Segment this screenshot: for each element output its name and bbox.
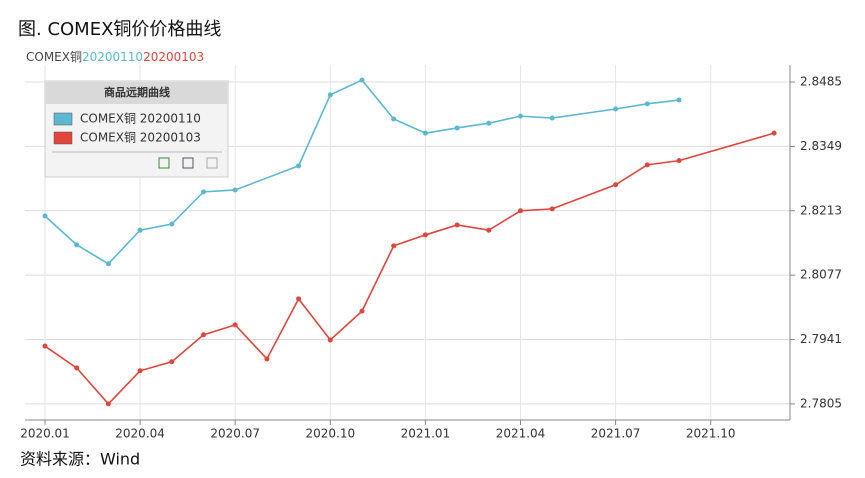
data-point xyxy=(613,182,619,188)
data-point xyxy=(42,213,48,219)
y-tick-label: 2.8213 xyxy=(800,203,842,217)
data-point xyxy=(518,208,523,214)
data-point xyxy=(42,343,48,349)
x-tick-label: 2021.01 xyxy=(401,427,451,441)
data-point xyxy=(296,296,302,302)
chart-subtitle: COMEX铜2020011020200103 xyxy=(26,49,204,64)
data-point xyxy=(296,163,302,169)
y-tick-label: 2.7941 xyxy=(800,332,842,346)
legend-swatch xyxy=(53,112,73,126)
legend-header xyxy=(46,82,227,104)
data-point xyxy=(359,77,365,83)
data-point xyxy=(169,221,175,227)
data-point xyxy=(644,101,650,107)
subtitle-part: 20200110 xyxy=(82,50,143,64)
data-point xyxy=(391,116,397,122)
x-tick-label: 2020.01 xyxy=(20,427,70,441)
data-point xyxy=(359,308,365,314)
data-point xyxy=(676,158,682,164)
data-point xyxy=(549,206,555,212)
data-point xyxy=(771,130,777,136)
x-tick-label: 2020.04 xyxy=(115,427,165,441)
data-point xyxy=(201,189,206,195)
legend-label: COMEX铜 20200103 xyxy=(80,130,201,145)
subtitle-part: COMEX铜 xyxy=(26,49,82,64)
data-point xyxy=(486,227,492,233)
data-point xyxy=(422,130,428,136)
legend-label: COMEX铜 20200110 xyxy=(80,111,201,126)
data-point xyxy=(327,92,333,98)
legend-title: 商品远期曲线 xyxy=(104,85,170,99)
export-icon[interactable] xyxy=(158,157,170,169)
data-point xyxy=(613,106,619,112)
legend: 商品远期曲线 COMEX铜 20200110 COMEX铜 20200103 xyxy=(44,80,229,178)
y-tick-label: 2.8349 xyxy=(800,139,842,153)
source-note: 资料来源：Wind xyxy=(20,450,140,469)
plot-area: 2.7805 2.7941 2.8077 2.8213 2.8349 2.8485 2020… xyxy=(20,65,842,441)
x-tick-label: 2021.04 xyxy=(496,427,546,441)
legend-swatch xyxy=(53,131,73,145)
data-point xyxy=(327,337,333,343)
copy-icon[interactable] xyxy=(182,157,194,169)
data-point xyxy=(518,113,523,119)
data-point xyxy=(201,332,206,338)
data-point xyxy=(422,232,428,238)
x-tick-label: 2020.10 xyxy=(305,427,355,441)
data-point xyxy=(644,162,650,168)
x-tick-label: 2021.07 xyxy=(591,427,641,441)
data-point xyxy=(486,120,492,126)
settings-icon[interactable] xyxy=(206,157,218,169)
data-point xyxy=(105,401,111,407)
data-point xyxy=(74,242,80,248)
subtitle-part: 20200103 xyxy=(143,50,204,64)
data-point xyxy=(264,356,270,362)
data-point xyxy=(137,368,143,374)
data-point xyxy=(549,115,555,121)
y-tick-label: 2.7805 xyxy=(800,396,842,410)
x-tick-label: 2021.10 xyxy=(686,427,736,441)
data-point xyxy=(454,222,460,228)
data-point xyxy=(232,187,238,193)
data-point xyxy=(169,359,175,365)
data-point xyxy=(391,243,397,249)
data-point xyxy=(232,322,238,328)
data-point xyxy=(676,97,682,103)
data-point xyxy=(105,261,111,267)
data-point xyxy=(74,365,80,371)
x-tick-label: 2020.07 xyxy=(210,427,260,441)
chart-title: 图. COMEX铜价价格曲线 xyxy=(18,19,221,40)
y-tick-label: 2.8485 xyxy=(800,75,842,89)
data-point xyxy=(454,125,460,131)
data-point xyxy=(137,227,143,233)
y-tick-label: 2.8077 xyxy=(800,268,842,282)
